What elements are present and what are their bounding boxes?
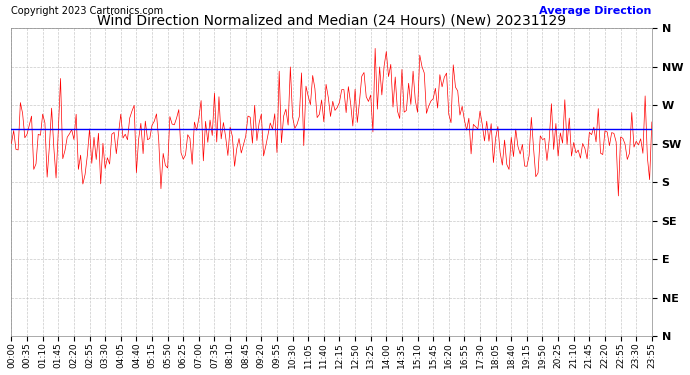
Text: Copyright 2023 Cartronics.com: Copyright 2023 Cartronics.com [12, 6, 164, 16]
Text: Average Direction: Average Direction [540, 6, 652, 16]
Title: Wind Direction Normalized and Median (24 Hours) (New) 20231129: Wind Direction Normalized and Median (24… [97, 13, 566, 27]
